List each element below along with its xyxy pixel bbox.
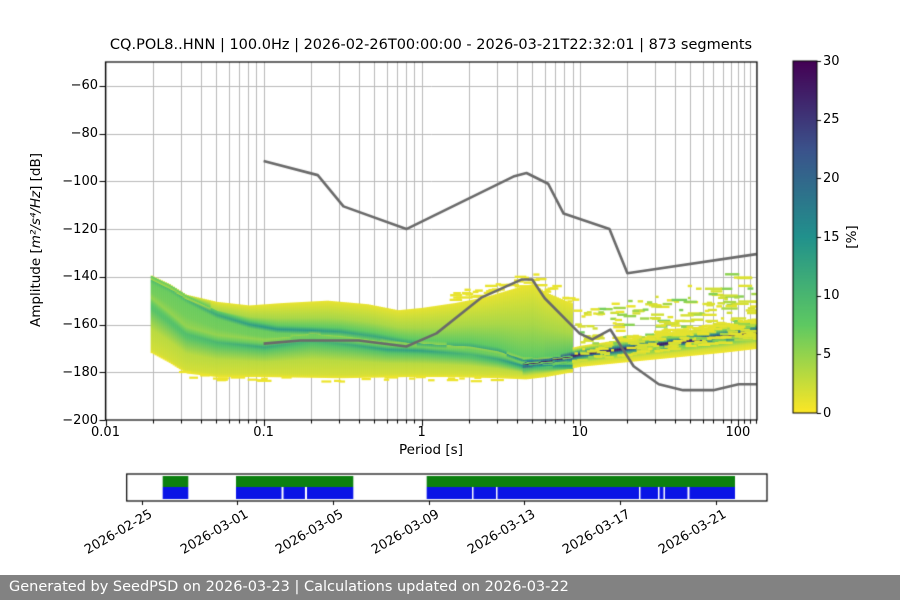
x-tick-label: 0.01 bbox=[91, 425, 120, 440]
y-tick-label: −120 bbox=[62, 221, 98, 237]
y-tick-label: −160 bbox=[62, 317, 98, 333]
colorbar-tick-label: 30 bbox=[823, 53, 840, 69]
footer-bar: Generated by SeedPSD on 2026-03-23 | Cal… bbox=[0, 575, 900, 600]
colorbar-tick-label: 15 bbox=[823, 229, 840, 245]
y-tick-label: −200 bbox=[62, 412, 98, 428]
y-tick-label: −60 bbox=[70, 78, 98, 94]
colorbar-tick-label: 0 bbox=[823, 405, 832, 421]
colorbar-tick-label: 20 bbox=[823, 170, 840, 186]
y-tick-label: −100 bbox=[62, 173, 98, 189]
x-tick-label: 0.1 bbox=[253, 425, 274, 440]
x-tick-label: 1 bbox=[417, 425, 426, 440]
y-axis-label-prefix: Amplitude [ bbox=[28, 248, 44, 328]
y-tick-label: −140 bbox=[62, 269, 98, 285]
plot-title: CQ.POL8..HNN | 100.0Hz | 2026-02-26T00:0… bbox=[109, 37, 753, 53]
colorbar-label: [%] bbox=[844, 225, 860, 249]
y-axis-label-units: m²/s⁴/Hz bbox=[28, 190, 44, 249]
x-axis-label: Period [s] bbox=[399, 442, 463, 458]
y-tick-label: −80 bbox=[70, 126, 98, 142]
x-tick-label: 10 bbox=[571, 425, 589, 440]
colorbar-tick-label: 25 bbox=[823, 112, 840, 128]
colorbar-tick-label: 10 bbox=[823, 288, 840, 304]
colorbar-tick-label: 5 bbox=[823, 346, 832, 362]
y-tick-label: −180 bbox=[62, 364, 98, 380]
x-tick-label: 100 bbox=[725, 425, 751, 440]
